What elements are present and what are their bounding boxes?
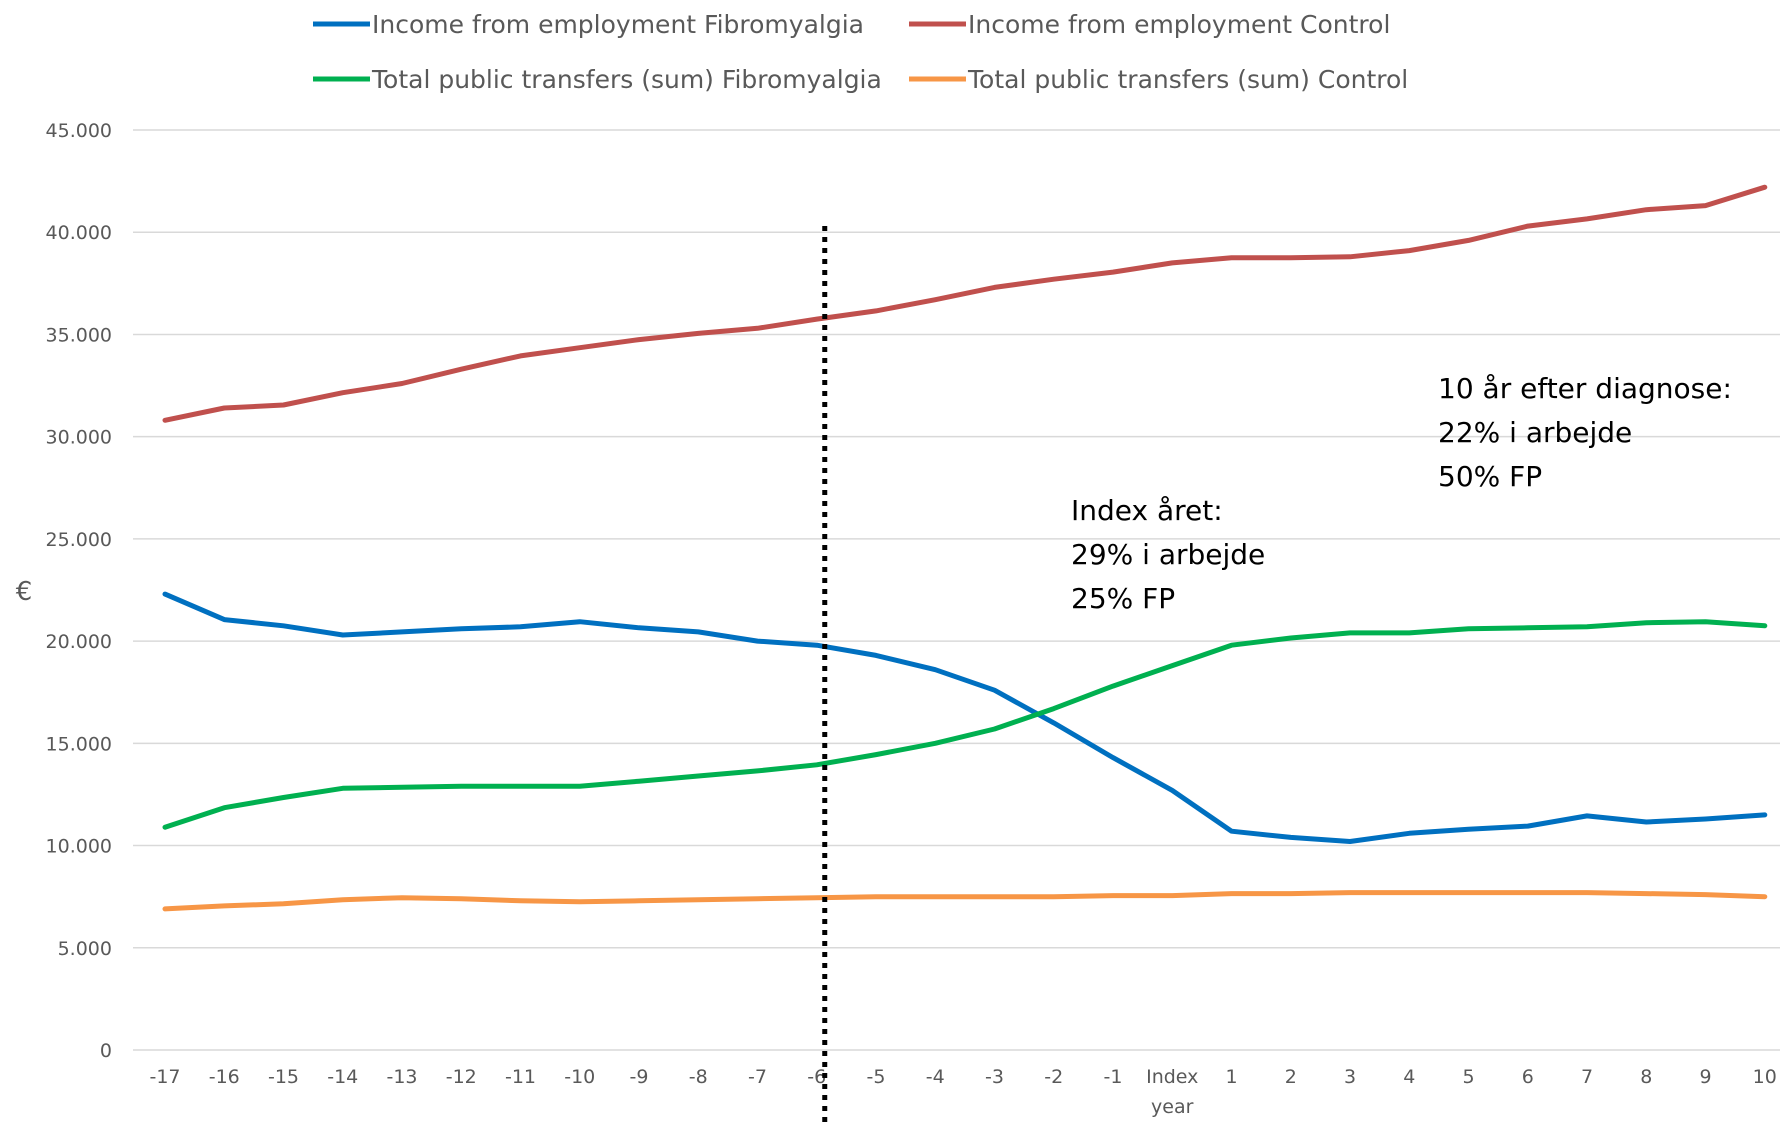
- x-tick-label: -13: [386, 1066, 417, 1088]
- x-tick-label: -6: [807, 1066, 826, 1088]
- x-tick-label: -8: [689, 1066, 708, 1088]
- y-tick-label: 25.000: [46, 529, 112, 551]
- series-line-total-public-transfers-sum-control: [162, 890, 1768, 912]
- x-tick-label: 10: [1753, 1066, 1777, 1088]
- legend: Income from employment Fibromyalgia Incom…: [313, 10, 1408, 94]
- x-tick-label: -14: [327, 1066, 358, 1088]
- x-tick-label: -1: [1104, 1066, 1123, 1088]
- data-series: [162, 184, 1768, 912]
- x-tick-label: 6: [1522, 1066, 1534, 1088]
- x-tick-label: -11: [505, 1066, 536, 1088]
- y-tick-label: 15.000: [46, 733, 112, 755]
- annotation-text: Index året:: [1071, 494, 1223, 527]
- x-tick-label: 8: [1640, 1066, 1652, 1088]
- x-tick-label: -12: [446, 1066, 477, 1088]
- x-tick-label: -2: [1044, 1066, 1063, 1088]
- x-tick-label: Index year: [1146, 1066, 1198, 1118]
- x-tick-label: -15: [268, 1066, 299, 1088]
- x-tick-label: -9: [630, 1066, 649, 1088]
- y-tick-label: 30.000: [46, 427, 112, 449]
- legend-label: Total public transfers (sum) Control: [967, 65, 1408, 94]
- x-tick-label: 3: [1344, 1066, 1356, 1088]
- annotations: Index året: 29% i arbejde 25% FP 10 år efte…: [1071, 372, 1732, 615]
- x-tick-label: 2: [1285, 1066, 1297, 1088]
- y-tick-label: 40.000: [46, 222, 112, 244]
- y-tick-label: 35.000: [46, 324, 112, 346]
- y-axis-label: €: [16, 577, 33, 607]
- legend-label: Income from employment Fibromyalgia: [372, 10, 864, 39]
- x-tick-label: 4: [1403, 1066, 1415, 1088]
- x-tick-label: 1: [1225, 1066, 1237, 1088]
- y-tick-label: 0: [100, 1040, 112, 1062]
- y-tick-label: 5.000: [58, 938, 112, 960]
- annotation-text: 22% i arbejde: [1438, 416, 1632, 449]
- annotation-text: 29% i arbejde: [1071, 538, 1265, 571]
- y-tick-label: 20.000: [46, 631, 112, 653]
- x-tick-label: 7: [1581, 1066, 1593, 1088]
- x-tick-label: -16: [209, 1066, 240, 1088]
- legend-label: Income from employment Control: [968, 10, 1390, 39]
- x-axis-ticks: -17 -16 -15 -14 -13 -12 -11 -10 -9 -8 -7 -6 -5 -4 -3 -2…: [149, 1066, 1776, 1118]
- x-tick-label: -17: [149, 1066, 180, 1088]
- x-tick-label: -7: [748, 1066, 767, 1088]
- y-tick-label: 45.000: [46, 120, 112, 142]
- x-tick-label: -10: [564, 1066, 595, 1088]
- legend-label: Total public transfers (sum) Fibromyalgi…: [371, 65, 882, 94]
- x-tick-label: -3: [985, 1066, 1004, 1088]
- series-line-income-from-employment-control: [162, 184, 1768, 423]
- y-tick-label: 10.000: [46, 836, 112, 858]
- x-tick-label: 5: [1462, 1066, 1474, 1088]
- x-tick-label: -4: [926, 1066, 945, 1088]
- x-tick-label: 9: [1699, 1066, 1711, 1088]
- y-axis-ticks: 0 5.000 10.000 15.000 20.000 25.000 30.000 35.0…: [46, 120, 112, 1062]
- series-line-income-from-employment-fibromyalgia: [162, 591, 1768, 844]
- x-tick-label: -5: [867, 1066, 886, 1088]
- annotation-text: 50% FP: [1438, 460, 1542, 493]
- annotation-text: 10 år efter diagnose:: [1438, 372, 1732, 405]
- series-line-total-public-transfers-sum-fibromyalgia: [162, 619, 1768, 830]
- annotation-text: 25% FP: [1071, 582, 1175, 615]
- gridlines: [133, 129, 1780, 1051]
